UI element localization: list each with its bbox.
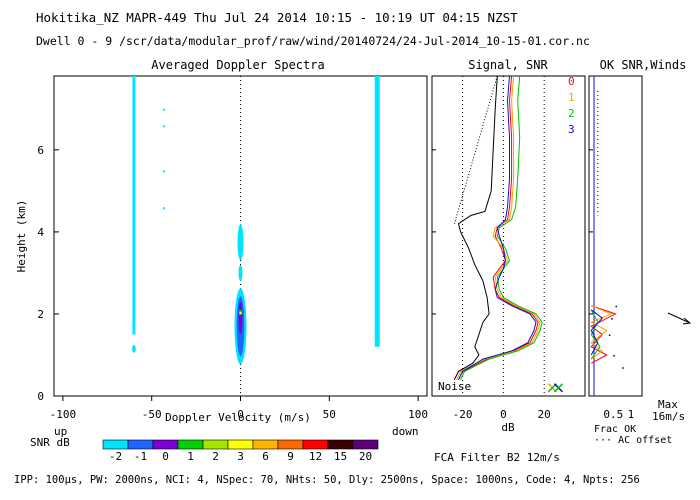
radar-parameters: IPP: 100µs, PW: 2000ns, NCI: 4, NSpec: 7…: [14, 474, 640, 486]
snr-line-1: [456, 75, 541, 380]
colorbar-swatch: [252, 439, 279, 450]
snr-line-0: [458, 75, 539, 380]
echo-upper: [237, 224, 244, 261]
echo-core: [238, 302, 243, 335]
clutter-line-left: [132, 76, 136, 335]
weak-echo: [163, 108, 166, 111]
ac-offset-dot: [622, 367, 624, 369]
colorbar-swatch: [352, 439, 379, 450]
colorbar-swatch: [177, 439, 204, 450]
colorbar-swatch: [102, 439, 129, 450]
noise-floor-dotted: [453, 75, 498, 224]
snr-line-2: [460, 75, 543, 380]
ac-offset-label: ··· AC offset: [594, 435, 672, 446]
axis-end-up: up: [54, 425, 67, 438]
velocity-tick-label: 100: [408, 408, 428, 421]
colorbar-tick-label: -1: [134, 450, 147, 463]
colorbar-tick-label: 9: [287, 450, 294, 463]
frac-ok-line-2: [590, 309, 601, 360]
colorbar-swatch: [277, 439, 304, 450]
clutter-blob-left: [132, 344, 136, 353]
wind-arrow-head: [682, 317, 692, 325]
colorbar-tick-label: 2: [212, 450, 219, 463]
signal-tick-label: 20: [538, 408, 551, 421]
max-value: 16m/s: [652, 410, 685, 423]
height-tick-label: 0: [37, 390, 44, 403]
velocity-tick-label: 0: [237, 408, 244, 421]
frac-ok-line-3: [590, 309, 604, 356]
weak-echo: [163, 170, 166, 173]
winds-title: OK SNR,Winds: [600, 58, 687, 72]
colorbar-tick-label: 6: [262, 450, 269, 463]
colorbar-tick-label: 12: [309, 450, 322, 463]
height-tick-label: 4: [37, 226, 44, 239]
channel-label-0: 0: [568, 75, 575, 88]
colorbar-swatch: [152, 439, 179, 450]
ac-offset-dot: [611, 318, 613, 320]
velocity-axis-label: Doppler Velocity (m/s): [165, 411, 311, 424]
colorbar-swatch: [127, 439, 154, 450]
signal-axis-label: dB: [501, 421, 515, 434]
colorbar-swatch: [227, 439, 254, 450]
velocity-tick-label: -50: [142, 408, 162, 421]
colorbar-tick-label: 20: [359, 450, 372, 463]
noise-label: Noise: [438, 380, 471, 393]
axis-end-down: down: [392, 425, 419, 438]
frac-ok-label: Frac OK: [594, 424, 636, 435]
signal-title: Signal, SNR: [468, 58, 548, 72]
station-title: Hokitika_NZ MAPR-449 Thu Jul 24 2014 10:…: [36, 10, 518, 25]
winds-tick-label: 1: [628, 408, 635, 421]
frac-ok-line-1: [590, 305, 613, 360]
ac-offset-dot: [615, 305, 617, 308]
channel-label-3: 3: [568, 123, 575, 136]
wind-arrow: [667, 312, 691, 324]
height-tick-label: 6: [37, 144, 44, 157]
filter-label: FCA Filter B2 12m/s: [434, 451, 560, 464]
colorbar-tick-label: 0: [162, 450, 169, 463]
colorbar-label: SNR dB: [30, 436, 70, 449]
colorbar-swatch: [202, 439, 229, 450]
colorbar-swatch: [302, 439, 329, 450]
colorbar-tick-label: 15: [334, 450, 347, 463]
noise-line: [453, 75, 498, 380]
height-tick-label: 2: [37, 308, 44, 321]
channel-label-2: 2: [568, 107, 575, 120]
snr-line-3: [458, 75, 537, 380]
weak-echo: [163, 207, 166, 210]
ac-offset-dot: [608, 334, 611, 336]
dwell-path: Dwell 0 - 9 /scr/data/modular_prof/raw/w…: [36, 34, 590, 48]
channel-label-1: 1: [568, 91, 575, 104]
x-marker: [553, 383, 564, 393]
colorbar-tick-label: 1: [187, 450, 194, 463]
max-label: Max: [658, 398, 678, 411]
spectra-title: Averaged Doppler Spectra: [151, 58, 324, 72]
echo-peak-center: [239, 311, 242, 314]
weak-echo: [163, 125, 166, 128]
velocity-tick-label: -100: [50, 408, 77, 421]
colorbar-swatch: [327, 439, 354, 450]
signal-tick-label: 0: [500, 408, 507, 421]
signal-frame: [431, 75, 586, 397]
clutter-line-right: [374, 76, 380, 347]
colorbar-tick-label: -2: [109, 450, 122, 463]
signal-tick-label: -20: [453, 408, 473, 421]
colorbar-tick-label: 3: [237, 450, 244, 463]
ac-offset-dot: [613, 354, 615, 357]
winds-frame: [588, 75, 643, 397]
height-axis-label: Height (km): [15, 200, 28, 273]
winds-tick-label: 0.5: [603, 408, 623, 421]
velocity-tick-label: 50: [323, 408, 336, 421]
echo-mid: [238, 264, 243, 281]
